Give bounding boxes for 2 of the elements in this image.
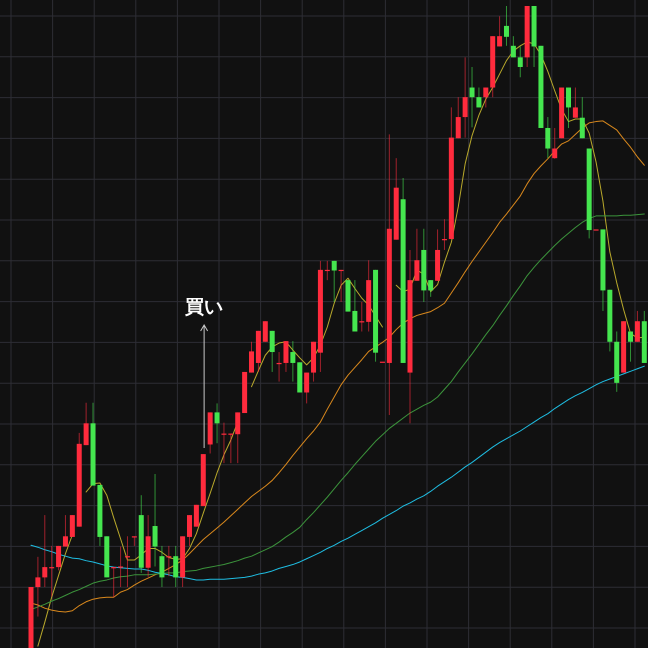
candlestick: [262, 320, 268, 342]
annotation: 買い: [184, 297, 224, 318]
